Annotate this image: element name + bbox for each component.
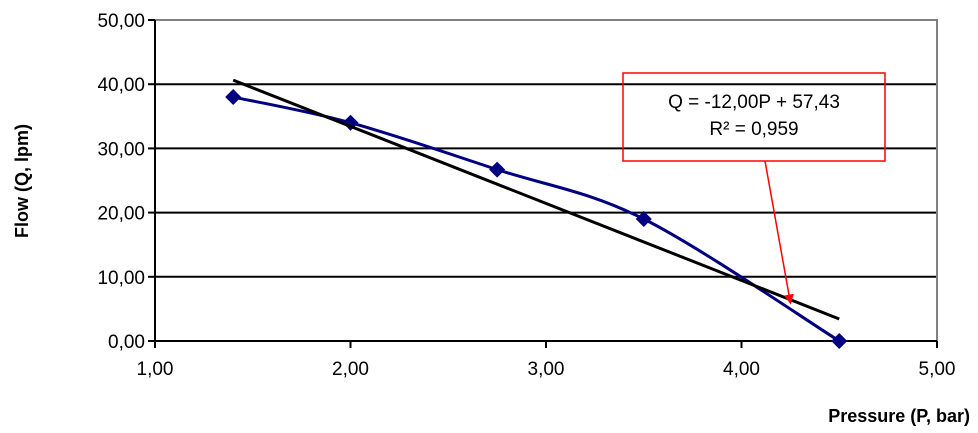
y-tick-label: 50,00 — [97, 11, 145, 32]
tick-labels: 0,00 10,00 20,00 30,00 40,00 50,00 1,00 2,00 3,0… — [97, 11, 955, 380]
plot-area-frame — [154, 19, 938, 342]
y-tick-label: 10,00 — [97, 268, 145, 289]
y-tick-label: 40,00 — [97, 75, 145, 96]
x-tick-label: 3,00 — [528, 359, 565, 380]
axes — [148, 19, 938, 348]
trendline-line — [232, 78, 840, 321]
y-tick-label: 0,00 — [108, 332, 145, 353]
x-axis-title: Pressure (P, bar) — [828, 406, 970, 426]
y-tick-label: 20,00 — [97, 204, 145, 225]
x-tick-label: 5,00 — [919, 359, 956, 380]
data-point-marker — [831, 333, 848, 349]
y-axis-title: Flow (Q, lpm) — [12, 124, 32, 238]
equation-label: Q = -12,00P + 57,43 — [668, 92, 840, 113]
x-tick-label: 1,00 — [137, 359, 174, 380]
trendline — [232, 78, 840, 321]
x-tick-label: 2,00 — [332, 359, 369, 380]
r-squared-label: R² = 0,959 — [709, 119, 798, 140]
gridlines — [155, 19, 937, 278]
y-tick-label: 30,00 — [97, 139, 145, 160]
data-point-marker — [225, 89, 242, 106]
x-tick-label: 4,00 — [723, 359, 760, 380]
annotation-arrow — [764, 160, 794, 305]
data-point-marker — [635, 211, 652, 228]
data-point-marker — [489, 161, 506, 178]
equation-box — [622, 72, 886, 162]
equation-annotation: Q = -12,00P + 57,43 R² = 0,959 — [622, 72, 886, 305]
